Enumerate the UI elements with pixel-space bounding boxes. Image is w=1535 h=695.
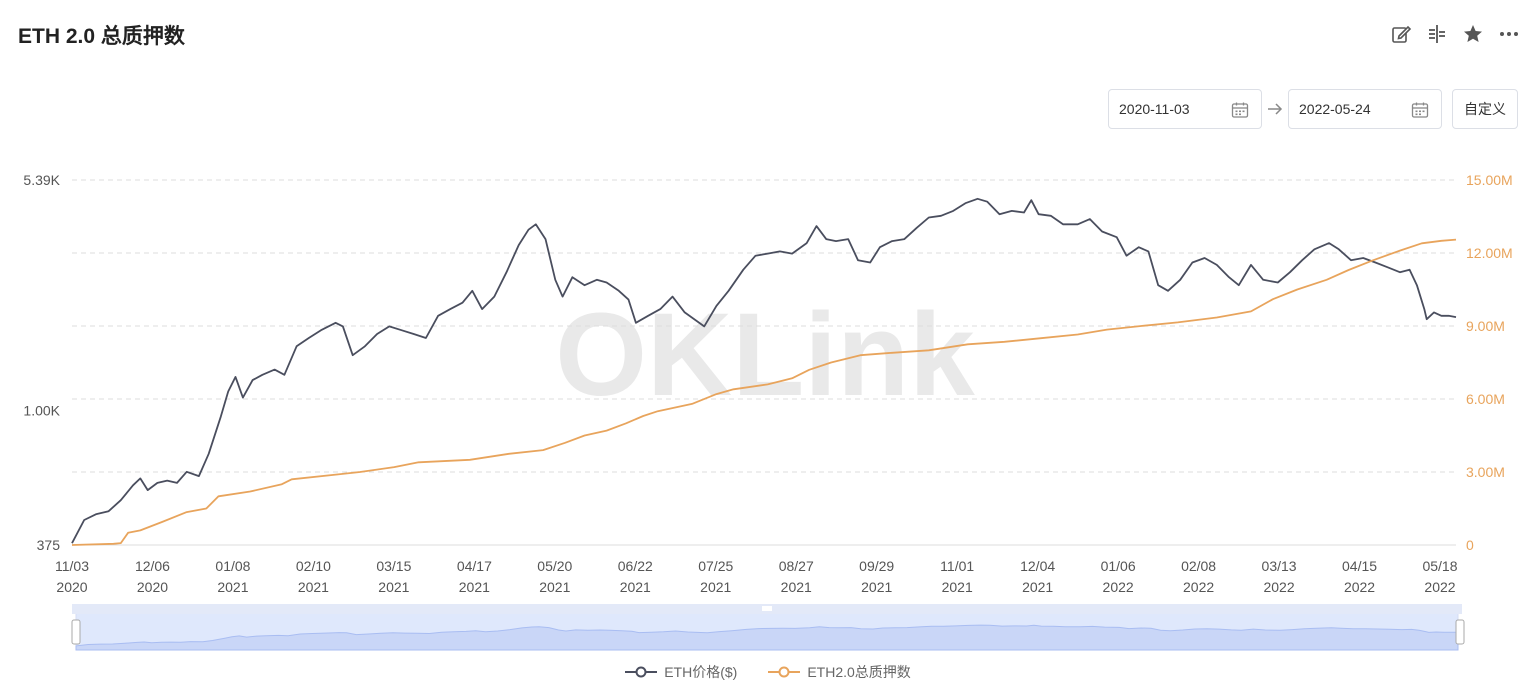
- x-axis-tick-year: 2021: [298, 579, 329, 595]
- chart: OKLink 15.00M 12.00M 9.00M 6.00M 3.00M 0 5.39K…: [23, 172, 1513, 651]
- x-axis-tick-label: 04/17: [457, 558, 492, 574]
- x-axis-tick-label: 12/04: [1020, 558, 1055, 574]
- x-axis-tick-label: 11/01: [940, 558, 974, 574]
- line-marker-icon: [625, 666, 658, 678]
- zoom-slider-preview: [75, 624, 1459, 651]
- x-axis-tick-year: 2022: [1263, 579, 1294, 595]
- left-axis-tick-label: 5.39K: [23, 172, 60, 188]
- x-axis-tick-label: 11/03: [55, 558, 89, 574]
- x-axis-tick-year: 2021: [620, 579, 651, 595]
- legend-label-staked: ETH2.0总质押数: [807, 664, 911, 680]
- x-axis-tick-label: 01/06: [1101, 558, 1136, 574]
- x-axis-tick-year: 2021: [861, 579, 892, 595]
- x-axis-tick-year: 2021: [459, 579, 490, 595]
- custom-range-button[interactable]: 自定义: [1452, 89, 1518, 129]
- legend: ETH价格($) ETH2.0总质押数: [0, 662, 1535, 682]
- x-axis-tick-year: 2021: [378, 579, 409, 595]
- x-axis-tick-label: 09/29: [859, 558, 894, 574]
- page-title: ETH 2.0 总质押数: [18, 25, 185, 48]
- x-axis-tick-label: 01/08: [215, 558, 250, 574]
- staked-series-line: [71, 238, 1457, 546]
- x-axis-tick-label: 05/20: [537, 558, 572, 574]
- start-date-input[interactable]: 2020-11-03: [1108, 89, 1262, 129]
- edit-icon: [1392, 25, 1412, 43]
- x-axis-tick-label: 05/18: [1422, 558, 1457, 574]
- legend-label-price: ETH价格($): [664, 664, 738, 680]
- zoom-slider-handle[interactable]: [1455, 619, 1465, 645]
- right-axis-tick-label: 9.00M: [1466, 318, 1505, 334]
- star-icon: [1464, 25, 1482, 42]
- x-axis-tick-label: 06/22: [618, 558, 653, 574]
- legend-item-price[interactable]: ETH价格($): [624, 662, 737, 682]
- arrow-right-icon: [1268, 103, 1283, 115]
- right-axis-tick-label: 0: [1466, 537, 1474, 553]
- zoom-slider-grip-icon[interactable]: [762, 606, 772, 611]
- x-axis-tick-year: 2021: [539, 579, 570, 595]
- x-axis-tick-year: 2022: [1344, 579, 1375, 595]
- calendar-icon: [1231, 102, 1249, 118]
- price-series-line: [71, 197, 1457, 544]
- left-axis-tick-label: 375: [37, 537, 61, 553]
- x-axis-tick-label: 02/08: [1181, 558, 1216, 574]
- legend-item-staked[interactable]: ETH2.0总质押数: [767, 662, 911, 682]
- right-axis-tick-label: 6.00M: [1466, 391, 1505, 407]
- x-axis-tick-label: 04/15: [1342, 558, 1377, 574]
- x-axis-tick-year: 2022: [1103, 579, 1134, 595]
- favorite-button[interactable]: [1461, 22, 1485, 46]
- x-axis-tick-label: 03/13: [1262, 558, 1297, 574]
- right-axis-tick-label: 12.00M: [1466, 245, 1513, 261]
- zoom-slider-handle[interactable]: [71, 619, 81, 645]
- calendar-icon: [1411, 102, 1429, 118]
- chart-toolbar: [1389, 22, 1521, 46]
- x-axis-tick-year: 2022: [1424, 579, 1455, 595]
- x-axis-tick-label: 07/25: [698, 558, 733, 574]
- left-axis-tick-label: 1.00K: [23, 403, 60, 419]
- x-axis-tick-year: 2021: [942, 579, 973, 595]
- watermark: OKLink: [555, 289, 975, 421]
- x-axis-tick-label: 12/06: [135, 558, 170, 574]
- x-axis-tick-label: 03/15: [376, 558, 411, 574]
- right-axis-tick-label: 3.00M: [1466, 464, 1505, 480]
- line-marker-icon: [768, 666, 801, 678]
- x-axis-tick-label: 08/27: [779, 558, 814, 574]
- x-axis-tick-year: 2021: [1022, 579, 1053, 595]
- x-axis-tick-year: 2022: [1183, 579, 1214, 595]
- edit-button[interactable]: [1389, 22, 1413, 46]
- right-axis-tick-label: 15.00M: [1466, 172, 1513, 188]
- x-axis-tick-year: 2021: [700, 579, 731, 595]
- x-axis-tick-year: 2021: [217, 579, 248, 595]
- compare-icon: [1429, 25, 1445, 43]
- compare-button[interactable]: [1425, 22, 1449, 46]
- x-axis-tick-label: 02/10: [296, 558, 331, 574]
- more-icon: [1500, 32, 1518, 36]
- more-button[interactable]: [1497, 22, 1521, 46]
- x-axis-tick-year: 2020: [137, 579, 168, 595]
- start-date-value: 2020-11-03: [1119, 101, 1190, 117]
- end-date-value: 2022-05-24: [1299, 101, 1371, 117]
- end-date-input[interactable]: 2022-05-24: [1288, 89, 1442, 129]
- x-axis-tick-year: 2020: [56, 579, 87, 595]
- x-axis-tick-year: 2021: [781, 579, 812, 595]
